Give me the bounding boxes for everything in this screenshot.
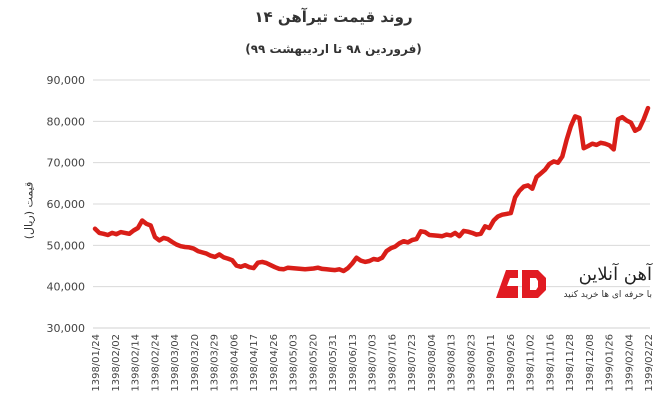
x-tick-label: 1398/04/26	[269, 334, 280, 392]
x-tick-label: 1398/02/24	[150, 334, 161, 392]
x-tick-label: 1398/09/26	[506, 334, 517, 392]
x-tick-label: 1398/11/16	[545, 334, 556, 392]
y-tick-label: 50,000	[47, 239, 86, 252]
x-tick-label: 1398/03/04	[170, 334, 181, 392]
x-tick-label: 1398/07/23	[407, 334, 418, 392]
y-tick-label: 90,000	[47, 74, 86, 87]
x-tick-label: 1398/11/28	[565, 334, 576, 392]
series-line	[92, 105, 651, 274]
x-tick-label: 1398/12/08	[585, 334, 596, 392]
y-tick-label: 60,000	[47, 198, 86, 211]
x-tick-label: 1398/08/23	[466, 334, 477, 392]
brand-logo-icon	[496, 270, 546, 298]
x-tick-label: 1398/03/29	[210, 334, 221, 392]
y-tick-label: 70,000	[47, 157, 86, 170]
x-tick-label: 1398/11/02	[526, 334, 537, 392]
chart-title: روند قیمت تیرآهن ۱۴	[254, 8, 413, 26]
x-tick-label: 1398/03/20	[190, 334, 201, 392]
x-tick-label: 1398/08/04	[427, 334, 438, 392]
x-tick-label: 1398/07/03	[368, 334, 379, 392]
x-tick-label: 1399/02/04	[624, 334, 635, 392]
x-tick-label: 1399/01/26	[605, 334, 616, 392]
brand-logo-tagline: با حرفه ای ها خرید کنید	[563, 290, 652, 300]
x-tick-label: 1398/07/16	[387, 334, 398, 392]
x-tick-label: 1398/04/06	[229, 334, 240, 392]
y-tick-label: 80,000	[47, 115, 86, 128]
brand-logo: آهن آنلاین با حرفه ای ها خرید کنید	[492, 262, 652, 312]
y-tick-label: 40,000	[47, 281, 86, 294]
y-tick-label: 30,000	[47, 322, 86, 335]
brand-logo-name: آهن آنلاین	[578, 264, 652, 285]
x-tick-label: 1398/09/11	[486, 334, 497, 392]
x-tick-label: 1399/02/22	[644, 334, 655, 392]
x-tick-label: 1398/04/17	[249, 334, 260, 392]
x-tick-label: 1398/01/24	[91, 334, 102, 392]
x-tick-label: 1398/08/13	[447, 334, 458, 392]
x-tick-label: 1398/05/31	[328, 334, 339, 392]
x-tick-label: 1398/02/14	[131, 334, 142, 392]
x-tick-label: 1398/02/02	[111, 334, 122, 392]
chart-subtitle: (فروردین ۹۸ تا اردیبهشت ۹۹)	[245, 42, 422, 56]
x-tick-label: 1398/05/20	[308, 334, 319, 392]
x-tick-label: 1398/05/03	[289, 334, 300, 392]
x-tick-label: 1398/06/13	[348, 334, 359, 392]
